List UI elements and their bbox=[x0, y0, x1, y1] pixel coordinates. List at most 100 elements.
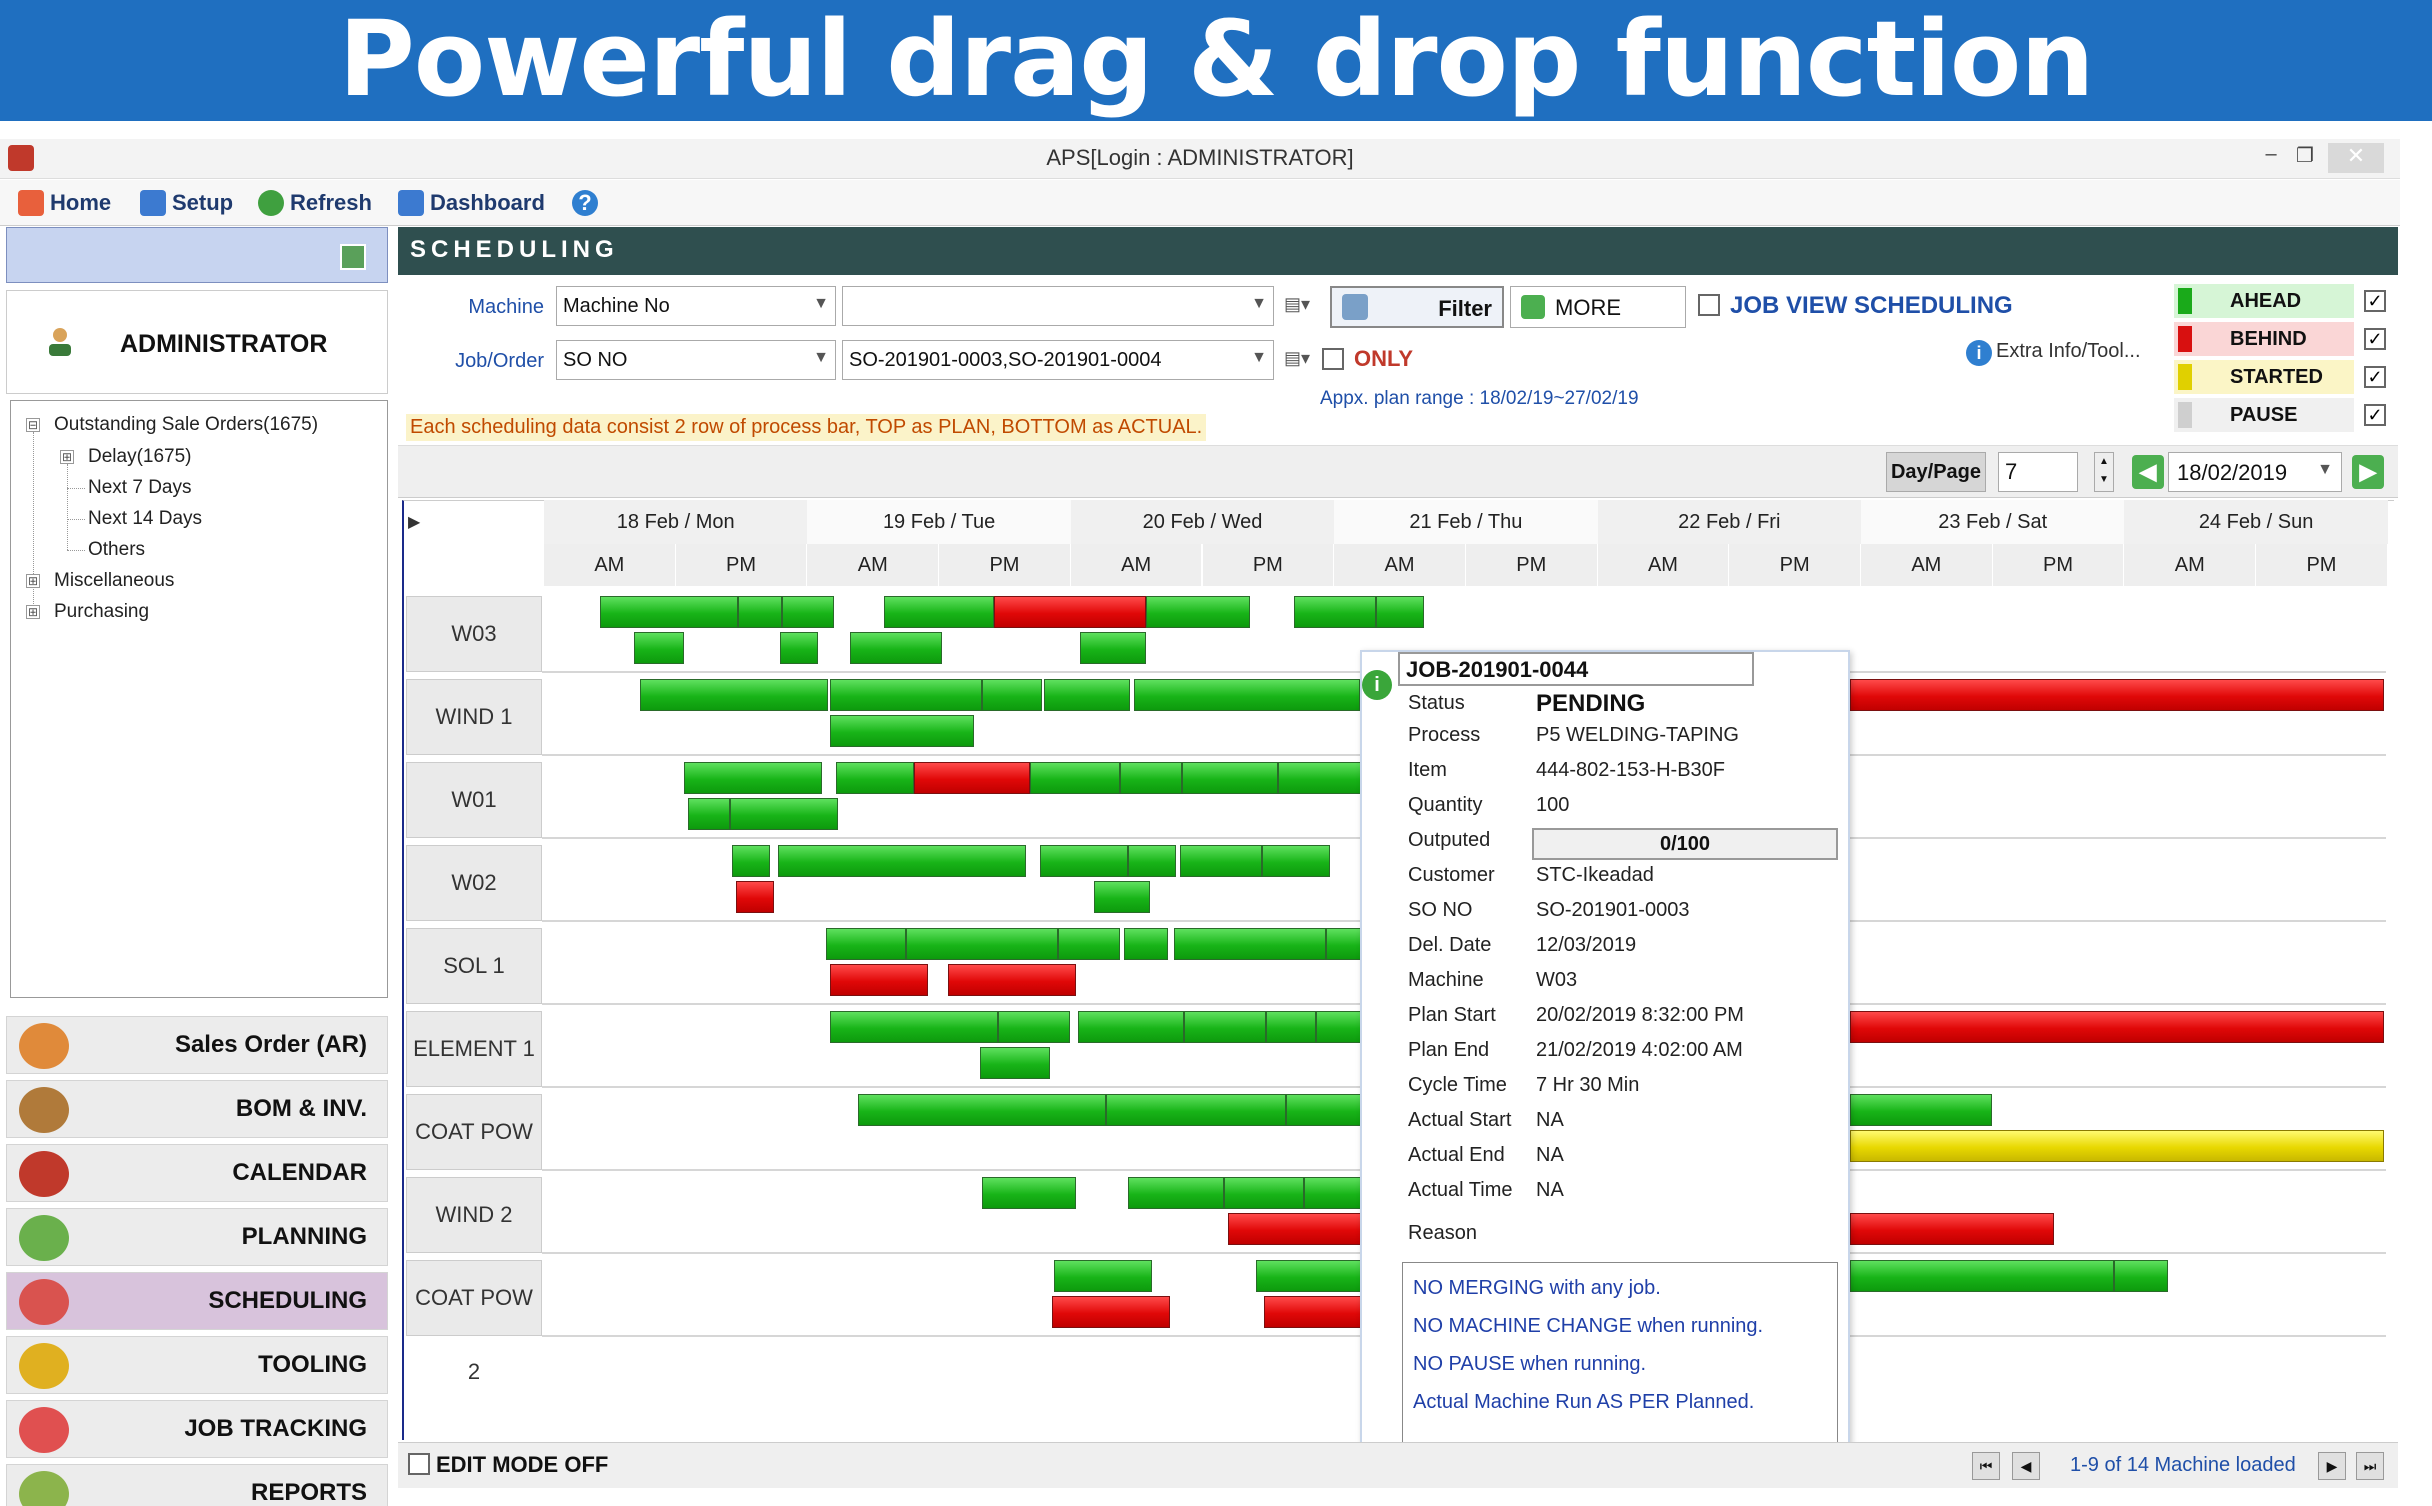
job-bar-ahead[interactable] bbox=[982, 679, 1042, 711]
job-bar-behind[interactable] bbox=[1228, 1213, 1364, 1245]
job-bar-ahead[interactable] bbox=[1094, 881, 1150, 913]
job-bar-ahead[interactable] bbox=[1128, 845, 1176, 877]
job-view-checkbox[interactable] bbox=[1698, 294, 1720, 316]
legend-started-checkbox[interactable]: ✓ bbox=[2364, 366, 2386, 388]
job-bar-ahead[interactable] bbox=[1174, 928, 1326, 960]
job-bar-behind[interactable] bbox=[948, 964, 1076, 996]
job-bar-ahead[interactable] bbox=[982, 1177, 1076, 1209]
job-bar-behind[interactable] bbox=[736, 881, 774, 913]
edit-mode-checkbox[interactable] bbox=[408, 1453, 430, 1475]
job-bar-ahead[interactable] bbox=[600, 596, 738, 628]
legend-pause-checkbox[interactable]: ✓ bbox=[2364, 404, 2386, 426]
job-bar-behind[interactable] bbox=[994, 596, 1146, 628]
start-date-picker[interactable]: 18/02/2019 ▼ bbox=[2168, 452, 2342, 492]
only-checkbox[interactable] bbox=[1322, 348, 1344, 370]
menu-setup[interactable]: Setup bbox=[140, 187, 233, 219]
job-bar-behind[interactable] bbox=[1052, 1296, 1170, 1328]
job-bar-ahead[interactable] bbox=[1278, 762, 1364, 794]
job-bar-ahead[interactable] bbox=[884, 596, 994, 628]
job-bar-ahead[interactable] bbox=[1266, 1011, 1316, 1043]
tree-item-next7[interactable]: Next 7 Days bbox=[88, 477, 192, 498]
job-bar-ahead[interactable] bbox=[1184, 1011, 1266, 1043]
job-bar-ahead[interactable] bbox=[1124, 928, 1168, 960]
list-options-icon[interactable]: ▤▾ bbox=[1284, 348, 1311, 368]
job-bar-ahead[interactable] bbox=[1316, 1011, 1364, 1043]
minimize-button[interactable]: – bbox=[2265, 143, 2277, 165]
job-bar-ahead[interactable] bbox=[1304, 1177, 1366, 1209]
job-bar-ahead[interactable] bbox=[1044, 679, 1130, 711]
day-page-input[interactable]: 7 bbox=[1998, 452, 2078, 492]
job-bar-ahead[interactable] bbox=[1078, 1011, 1184, 1043]
panel-toggle-icon[interactable] bbox=[340, 244, 366, 270]
job-bar-ahead[interactable] bbox=[830, 715, 974, 747]
tree-item-outstanding[interactable]: Outstanding Sale Orders(1675) bbox=[54, 414, 319, 435]
tree-expand-icon[interactable]: ⊞ bbox=[26, 574, 40, 588]
last-page-button[interactable]: ⏭ bbox=[2356, 1452, 2384, 1480]
extra-info-link[interactable]: Extra Info/Tool... bbox=[1996, 340, 2141, 362]
job-bar-behind[interactable] bbox=[830, 964, 928, 996]
job-bar-ahead[interactable] bbox=[1120, 762, 1182, 794]
module-reports[interactable]: REPORTS bbox=[6, 1464, 388, 1506]
job-bar-ahead[interactable] bbox=[732, 845, 770, 877]
job-bar-behind[interactable] bbox=[914, 762, 1030, 794]
next-page-button[interactable]: ▶ bbox=[2318, 1452, 2346, 1480]
tree-expand-icon[interactable]: ⊞ bbox=[60, 450, 74, 464]
job-bar-ahead[interactable] bbox=[1850, 1260, 2114, 1292]
job-bar-ahead[interactable] bbox=[634, 632, 684, 664]
job-bar-behind[interactable] bbox=[1264, 1296, 1366, 1328]
job-bar-ahead[interactable] bbox=[858, 1094, 1106, 1126]
tree-item-misc[interactable]: Miscellaneous bbox=[54, 570, 175, 591]
module-scheduling[interactable]: SCHEDULING bbox=[6, 1272, 388, 1330]
job-bar-ahead[interactable] bbox=[2114, 1260, 2168, 1292]
job-order-select[interactable]: SO NO ▼ bbox=[556, 340, 836, 380]
job-bar-ahead[interactable] bbox=[830, 679, 982, 711]
tree-item-delay[interactable]: Delay(1675) bbox=[88, 446, 192, 467]
job-bar-ahead[interactable] bbox=[1134, 679, 1360, 711]
legend-behind-checkbox[interactable]: ✓ bbox=[2364, 328, 2386, 350]
job-bar-behind[interactable] bbox=[1850, 679, 2384, 711]
job-bar-ahead[interactable] bbox=[836, 762, 914, 794]
job-bar-ahead[interactable] bbox=[1182, 762, 1278, 794]
more-button[interactable]: MORE bbox=[1510, 286, 1686, 328]
job-bar-ahead[interactable] bbox=[1040, 845, 1128, 877]
job-bar-ahead[interactable] bbox=[1262, 845, 1330, 877]
job-bar-ahead[interactable] bbox=[782, 596, 834, 628]
job-bar-ahead[interactable] bbox=[1376, 596, 1424, 628]
tree-item-others[interactable]: Others bbox=[88, 539, 146, 560]
list-options-icon[interactable]: ▤▾ bbox=[1284, 294, 1311, 314]
job-bar-ahead[interactable] bbox=[1030, 762, 1120, 794]
module-job-tracking[interactable]: JOB TRACKING bbox=[6, 1400, 388, 1458]
job-bar-behind[interactable] bbox=[1850, 1011, 2384, 1043]
job-bar-ahead[interactable] bbox=[1128, 1177, 1224, 1209]
job-bar-ahead[interactable] bbox=[1180, 845, 1262, 877]
job-bar-behind[interactable] bbox=[1850, 1213, 2054, 1245]
tree-item-purchasing[interactable]: Purchasing bbox=[54, 601, 150, 622]
job-bar-ahead[interactable] bbox=[1146, 596, 1250, 628]
tree-expand-icon[interactable]: ⊞ bbox=[26, 605, 40, 619]
job-bar-ahead[interactable] bbox=[1080, 632, 1146, 664]
job-bar-ahead[interactable] bbox=[1058, 928, 1120, 960]
module-tooling[interactable]: TOOLING bbox=[6, 1336, 388, 1394]
tree-item-next14[interactable]: Next 14 Days bbox=[88, 508, 203, 529]
tree-collapse-icon[interactable]: ⊟ bbox=[26, 418, 40, 432]
job-bar-ahead[interactable] bbox=[1224, 1177, 1304, 1209]
job-bar-ahead[interactable] bbox=[778, 845, 1026, 877]
machine-select[interactable]: Machine No ▼ bbox=[556, 286, 836, 326]
job-bar-ahead[interactable] bbox=[1256, 1260, 1366, 1292]
machine-filter-select[interactable]: ▼ bbox=[842, 286, 1274, 326]
job-bar-ahead[interactable] bbox=[1106, 1094, 1286, 1126]
module-bom-inv[interactable]: BOM & INV. bbox=[6, 1080, 388, 1138]
first-page-button[interactable]: ⏮ bbox=[1972, 1452, 2000, 1480]
restore-button[interactable]: ❐ bbox=[2296, 145, 2314, 167]
job-bar-started[interactable] bbox=[1850, 1130, 2384, 1162]
job-bar-ahead[interactable] bbox=[1294, 596, 1376, 628]
next-date-icon[interactable]: ▶ bbox=[2352, 455, 2384, 489]
job-bar-ahead[interactable] bbox=[1286, 1094, 1366, 1126]
close-button[interactable]: ✕ bbox=[2328, 143, 2384, 173]
module-calendar[interactable]: CALENDAR bbox=[6, 1144, 388, 1202]
job-bar-ahead[interactable] bbox=[688, 798, 730, 830]
job-bar-ahead[interactable] bbox=[640, 679, 828, 711]
info-icon[interactable]: i bbox=[1966, 340, 1992, 366]
prev-date-icon[interactable]: ◀ bbox=[2132, 455, 2164, 489]
job-bar-ahead[interactable] bbox=[826, 928, 906, 960]
